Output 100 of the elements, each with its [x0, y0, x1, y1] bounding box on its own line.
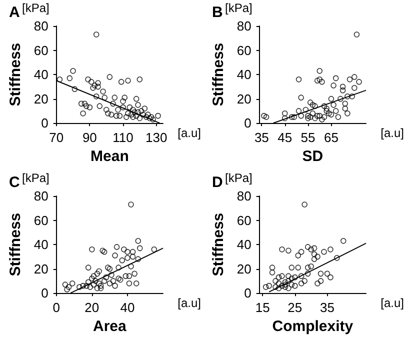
x-tick-label: 90: [82, 130, 97, 146]
x-axis-title: Area: [93, 318, 128, 334]
point: [310, 102, 316, 108]
point: [298, 248, 304, 254]
point: [288, 275, 295, 281]
y-tick-label: 20: [34, 260, 48, 276]
point: [130, 253, 136, 260]
point: [296, 108, 302, 114]
point: [298, 94, 304, 101]
point: [344, 110, 350, 116]
point: [105, 264, 111, 270]
text: [kPa]: [225, 170, 252, 184]
point: [288, 114, 295, 120]
point: [269, 264, 276, 270]
point: [66, 284, 72, 290]
y-tick-label: 20: [236, 260, 252, 276]
point: [78, 100, 84, 107]
point: [302, 278, 308, 284]
point: [83, 103, 90, 110]
point: [295, 264, 302, 270]
y-tick-label: 40: [236, 236, 252, 252]
point: [272, 278, 278, 284]
point: [101, 278, 108, 284]
point: [316, 68, 323, 74]
point: [113, 112, 120, 119]
x-tick-label: 65: [324, 130, 338, 146]
y-tick-label: 60: [236, 212, 252, 228]
y-axis-title: Stiffness: [210, 212, 227, 276]
point: [116, 112, 123, 119]
text: [kPa]: [22, 1, 50, 15]
point: [64, 286, 70, 292]
point: [89, 246, 95, 252]
point: [292, 274, 298, 280]
point: [76, 284, 82, 290]
point: [122, 272, 129, 279]
point: [266, 282, 272, 288]
point: [121, 246, 127, 252]
point: [314, 253, 320, 260]
point: [135, 256, 142, 262]
point: [304, 270, 311, 276]
point: [96, 268, 102, 274]
text: [kPa]: [22, 170, 50, 184]
point: [269, 269, 276, 275]
y-axis-title: Stiffness: [7, 212, 24, 276]
y-tick-label: 80: [34, 18, 48, 34]
point: [311, 250, 318, 257]
chart-title: B: [212, 4, 223, 21]
chart-title: A: [9, 4, 20, 21]
point: [324, 108, 330, 114]
y-tick-label: 0: [41, 116, 48, 131]
y-tick-label: 0: [244, 116, 252, 131]
point: [328, 112, 334, 118]
text: [a.u]: [380, 126, 404, 140]
point: [92, 82, 98, 88]
point: [305, 112, 311, 119]
point: [328, 274, 334, 280]
point: [106, 265, 113, 272]
point: [62, 281, 68, 287]
point: [332, 108, 339, 114]
x-tick-label: 40: [120, 300, 135, 315]
point: [308, 246, 314, 252]
x-tick-label: 35: [320, 300, 334, 315]
point: [276, 274, 282, 280]
y-axis-title: Stiffness: [7, 42, 24, 106]
point: [305, 115, 311, 122]
point: [332, 75, 339, 82]
point: [286, 284, 292, 291]
point: [93, 32, 100, 38]
point: [94, 284, 100, 291]
point: [130, 248, 136, 254]
point: [319, 116, 325, 122]
point: [135, 102, 141, 108]
point: [288, 264, 295, 270]
point: [311, 244, 318, 251]
point: [88, 78, 94, 85]
point: [130, 106, 136, 113]
point: [128, 201, 134, 207]
point: [272, 284, 278, 290]
point: [349, 94, 355, 100]
point: [321, 114, 328, 120]
text: [kPa]: [225, 1, 252, 15]
point: [85, 76, 91, 82]
point: [319, 78, 325, 85]
point: [133, 96, 140, 102]
y-tick-label: 40: [236, 67, 252, 82]
point: [98, 282, 104, 288]
point: [110, 278, 116, 284]
point: [352, 85, 358, 91]
point: [82, 100, 88, 107]
point: [321, 248, 327, 254]
point: [66, 75, 73, 82]
point: [105, 110, 111, 116]
point: [116, 275, 122, 281]
point: [263, 114, 270, 120]
point: [310, 110, 316, 116]
point: [307, 114, 314, 120]
point: [135, 109, 141, 116]
y-tick-label: 80: [34, 188, 48, 203]
point: [93, 94, 100, 100]
point: [136, 115, 143, 122]
